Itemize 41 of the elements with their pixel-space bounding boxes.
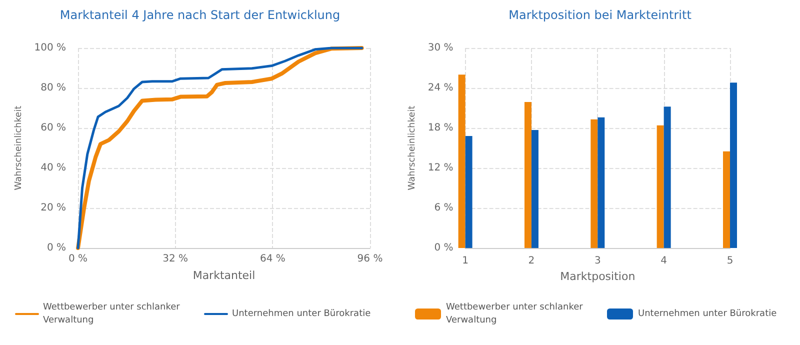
bar	[656, 125, 664, 248]
legend-label: Wettbewerber unter schlanker Verwaltung	[43, 302, 183, 326]
y-tick-label: 80 %	[40, 82, 66, 94]
x-axis-title: Marktanteil	[192, 269, 256, 282]
y-axis-title: Wahrscheinlichkeit	[408, 105, 418, 190]
y-tick-label: 100 %	[34, 42, 66, 54]
y-tick-label: 6 %	[434, 202, 454, 214]
chart-title: Marktanteil 4 Jahre nach Start der Entwicklung	[60, 8, 340, 22]
legend-label: Wettbewerber unter schlanker Verwaltung	[446, 302, 586, 326]
legend-label: Unternehmen unter Bürokratie	[232, 309, 372, 319]
bar	[664, 106, 671, 248]
y-tick-label: 20 %	[40, 202, 66, 214]
y-axis-title: Wahrscheinlichkeit	[14, 105, 24, 190]
bar	[465, 136, 472, 248]
bar	[524, 102, 532, 248]
y-tick-label: 12 %	[428, 162, 454, 174]
legend-label: Unternehmen unter Bürokratie	[638, 309, 778, 319]
chart-title: Marktposition bei Markteintritt	[508, 8, 692, 22]
x-tick-label: 5	[726, 256, 734, 266]
bar	[723, 151, 730, 248]
x-tick-label: 96 %	[357, 254, 383, 264]
x-tick-label: 32 %	[162, 254, 188, 264]
y-tick-label: 18 %	[428, 122, 454, 134]
bar	[458, 74, 466, 248]
x-tick-label: 2	[528, 256, 535, 266]
x-tick-label: 64 %	[260, 254, 286, 264]
y-tick-label: 0 %	[434, 242, 454, 254]
x-axis-title: Marktposition	[560, 270, 636, 283]
x-tick-label: 1	[462, 256, 468, 266]
bar	[531, 130, 538, 248]
x-tick-label: 3	[594, 256, 601, 266]
bar	[598, 117, 605, 248]
y-tick-label: 30 %	[428, 42, 454, 54]
x-tick-label: 4	[660, 256, 668, 266]
bar	[590, 119, 598, 248]
y-tick-label: 60 %	[40, 122, 66, 134]
bar	[730, 82, 737, 248]
y-tick-label: 40 %	[40, 162, 66, 174]
x-tick-label: 0 %	[68, 254, 88, 264]
y-tick-label: 0 %	[46, 242, 66, 254]
y-tick-label: 24 %	[428, 82, 454, 94]
